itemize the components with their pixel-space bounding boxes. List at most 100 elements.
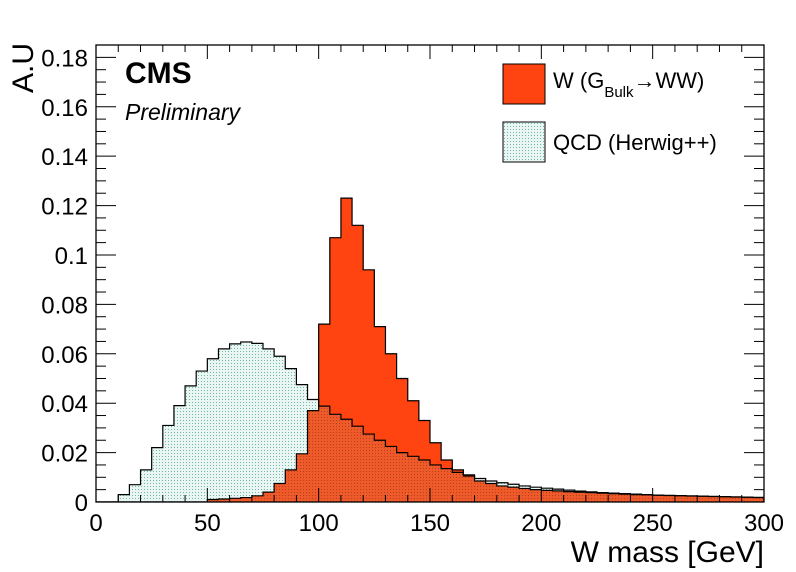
bar-overlap — [663, 495, 676, 502]
bar-overlap — [274, 483, 286, 502]
bar-overlap — [563, 491, 576, 502]
bar-qcd — [229, 343, 242, 502]
x-tick-label: 0 — [89, 510, 102, 537]
bar-qcd — [162, 425, 175, 502]
y-axis-ticks — [96, 44, 764, 503]
x-tick-label: 300 — [744, 510, 784, 537]
bar-overlap — [296, 453, 308, 502]
bar-overlap — [608, 493, 620, 502]
x-tick-label: 150 — [410, 510, 450, 537]
bar-overlap — [507, 487, 520, 502]
bar-overlap — [240, 497, 253, 502]
bar-overlap — [307, 410, 320, 502]
y-tick-label: 0.1 — [55, 243, 88, 270]
bar-overlap — [229, 498, 242, 502]
legend: W (GBulk→WW) QCD (Herwig++) — [502, 63, 717, 163]
y-tick-label: 0.14 — [41, 144, 88, 171]
bar-overlap — [719, 496, 731, 502]
bar-overlap — [430, 464, 442, 502]
bar-overlap — [585, 492, 598, 502]
bar-overlap — [730, 497, 743, 502]
legend-swatch-w — [502, 63, 546, 105]
series-overlap-bars — [207, 406, 764, 502]
bar-overlap — [207, 499, 219, 502]
bar-overlap — [652, 495, 665, 502]
bar-overlap — [251, 495, 264, 502]
bar-qcd — [218, 348, 230, 502]
bar-overlap — [396, 452, 409, 502]
bar-qcd — [140, 469, 153, 502]
bar-overlap — [619, 494, 631, 502]
y-tick-label: 0.18 — [41, 45, 88, 72]
bar-overlap — [218, 499, 230, 502]
bar-qcd — [285, 368, 297, 502]
bar-qcd — [251, 343, 264, 502]
y-tick-label: 0 — [75, 490, 88, 517]
bar-w — [329, 237, 342, 502]
legend-w-main: W (G — [553, 68, 604, 93]
cms-label: CMS — [125, 57, 192, 90]
bar-qcd — [151, 447, 164, 502]
series-qcd-outline — [96, 341, 764, 502]
bar-w — [352, 225, 364, 502]
bar-overlap — [385, 446, 397, 502]
legend-w-after: WW) — [656, 68, 705, 93]
legend-label-qcd: QCD (Herwig++) — [553, 130, 717, 155]
bar-overlap — [452, 472, 464, 502]
bar-overlap — [597, 493, 609, 502]
bar-overlap — [541, 490, 553, 502]
bar-overlap — [485, 483, 498, 502]
bar-overlap — [374, 440, 386, 502]
bar-overlap — [285, 469, 297, 502]
y-tick-label: 0.16 — [41, 95, 88, 122]
bar-overlap — [697, 496, 709, 502]
bar-overlap — [352, 426, 364, 502]
bar-w — [374, 326, 386, 502]
bar-qcd — [274, 356, 286, 502]
bar-qcd — [240, 341, 253, 502]
bar-w — [363, 269, 375, 502]
legend-w-arrow: → — [634, 68, 656, 93]
bar-w — [340, 198, 353, 502]
y-axis-label: A.U — [7, 43, 40, 93]
bar-qcd — [207, 358, 219, 502]
preliminary-label: Preliminary — [125, 99, 242, 125]
bar-overlap — [752, 497, 764, 502]
bar-w — [385, 353, 397, 502]
bar-qcd — [296, 384, 308, 502]
y-tick-label: 0.12 — [41, 194, 88, 221]
bar-overlap — [363, 434, 375, 502]
bar-overlap — [552, 490, 564, 502]
bar-overlap — [708, 496, 720, 502]
bar-overlap — [686, 496, 698, 502]
x-tick-label: 50 — [194, 510, 221, 537]
bar-overlap — [407, 456, 420, 502]
y-tick-label: 0.04 — [41, 391, 88, 418]
x-tick-label: 100 — [299, 510, 339, 537]
bar-overlap — [630, 494, 642, 502]
bar-w — [407, 400, 420, 502]
bar-overlap — [318, 406, 331, 502]
bar-qcd — [185, 385, 197, 502]
bar-overlap — [574, 492, 587, 502]
bar-qcd — [196, 371, 208, 502]
bar-overlap — [741, 497, 754, 502]
bar-qcd — [129, 484, 141, 502]
x-axis-label: W mass [GeV] — [571, 536, 764, 569]
bar-w — [396, 378, 409, 502]
bar-overlap — [674, 495, 687, 502]
bar-overlap — [418, 460, 431, 502]
y-tick-label: 0.08 — [41, 292, 88, 319]
y-tick-label: 0.06 — [41, 342, 88, 369]
bar-overlap — [463, 476, 475, 502]
x-tick-label: 250 — [633, 510, 673, 537]
y-tick-label: 0.02 — [41, 441, 88, 468]
bar-overlap — [530, 489, 542, 502]
bar-qcd — [263, 348, 275, 502]
legend-swatch-qcd — [502, 121, 546, 163]
bar-overlap — [496, 485, 509, 502]
legend-label-w: W (GBulk→WW) — [553, 68, 704, 101]
legend-w-sub: Bulk — [604, 84, 634, 101]
x-axis-tick-labels: 0 50 100 150 200 250 300 — [89, 510, 784, 537]
